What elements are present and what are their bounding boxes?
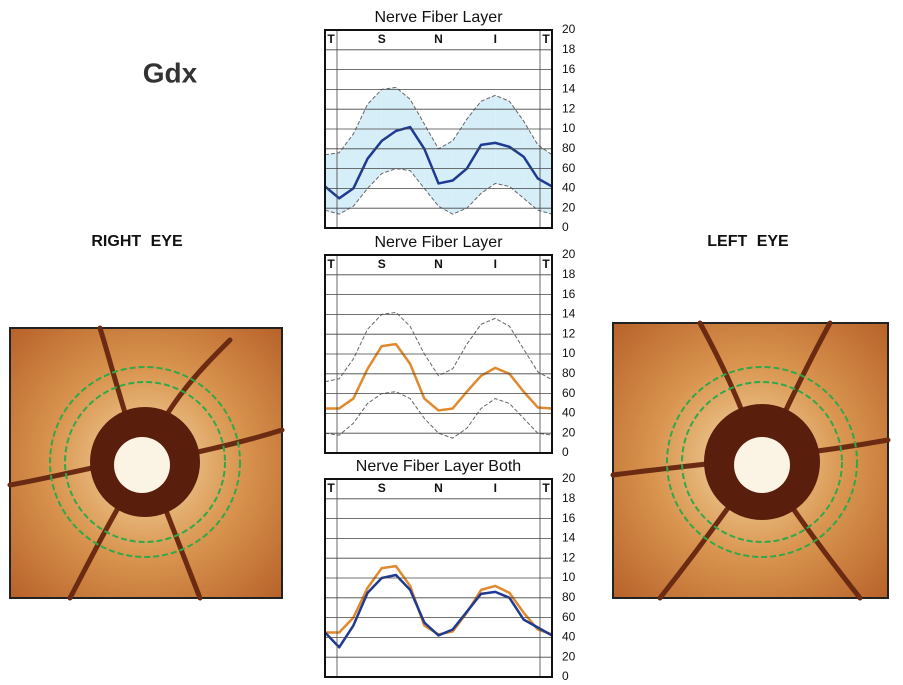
y-tick-label: 20: [562, 649, 576, 663]
x-tick-label: I: [494, 257, 497, 271]
range-fill: [368, 89, 382, 188]
y-tick-label: 40: [562, 181, 576, 195]
x-tick-label: T: [542, 257, 550, 271]
x-tick-label: I: [494, 32, 497, 46]
y-tick-label: 20: [562, 471, 576, 485]
page: Gdx RIGHT EYE LEFT EYE Nerv: [0, 0, 903, 685]
y-tick-label: 18: [562, 42, 576, 56]
right-fundus-image: [10, 328, 282, 598]
x-tick-label: N: [434, 32, 443, 46]
y-tick-label: 14: [562, 531, 576, 545]
y-tick-label: 0: [562, 669, 569, 683]
y-tick-label: 20: [562, 425, 576, 439]
left-eye-label: LEFT EYE: [707, 233, 789, 250]
y-tick-label: 60: [562, 386, 576, 400]
y-tick-label: 60: [562, 161, 576, 175]
chart-title: Nerve Fiber Layer: [374, 234, 503, 251]
y-tick-label: 16: [562, 511, 576, 525]
y-tick-label: 80: [562, 366, 576, 380]
range-fill: [382, 87, 396, 173]
page-title: Gdx: [143, 57, 198, 88]
x-tick-label: T: [542, 32, 550, 46]
y-tick-label: 12: [562, 550, 576, 564]
x-tick-label: T: [327, 257, 335, 271]
y-tick-label: 16: [562, 62, 576, 76]
y-tick-label: 0: [562, 220, 569, 234]
y-tick-label: 20: [562, 22, 576, 36]
y-tick-label: 80: [562, 590, 576, 604]
chart-title: Nerve Fiber Layer Both: [356, 458, 521, 475]
x-tick-label: T: [542, 481, 550, 495]
x-tick-label: I: [494, 481, 497, 495]
y-tick-label: 10: [562, 121, 576, 135]
y-tick-label: 10: [562, 346, 576, 360]
range-fill: [439, 141, 453, 214]
x-tick-label: N: [434, 257, 443, 271]
y-tick-label: 14: [562, 307, 576, 321]
y-tick-label: 40: [562, 630, 576, 644]
y-tick-label: 20: [562, 247, 576, 261]
y-tick-label: 10: [562, 570, 576, 584]
x-tick-label: S: [378, 257, 386, 271]
y-tick-label: 18: [562, 267, 576, 281]
x-tick-label: S: [378, 32, 386, 46]
y-tick-label: 12: [562, 326, 576, 340]
y-tick-label: 40: [562, 406, 576, 420]
y-tick-label: 16: [562, 287, 576, 301]
y-tick-label: 0: [562, 445, 569, 459]
y-tick-label: 14: [562, 82, 576, 96]
right-eye-label: RIGHT EYE: [91, 233, 183, 250]
x-tick-label: N: [434, 481, 443, 495]
x-tick-label: T: [327, 32, 335, 46]
left-fundus-image: [613, 323, 888, 598]
chart-title: Nerve Fiber Layer: [374, 9, 503, 26]
x-tick-label: T: [327, 481, 335, 495]
y-tick-label: 60: [562, 610, 576, 624]
y-tick-label: 20: [562, 200, 576, 214]
x-tick-label: S: [378, 481, 386, 495]
charts: Nerve Fiber Layer 20 18 16 14 12 10 80 60 40 20 0 T S…: [325, 9, 576, 683]
y-tick-label: 18: [562, 491, 576, 505]
y-tick-label: 12: [562, 101, 576, 115]
y-tick-label: 80: [562, 141, 576, 155]
